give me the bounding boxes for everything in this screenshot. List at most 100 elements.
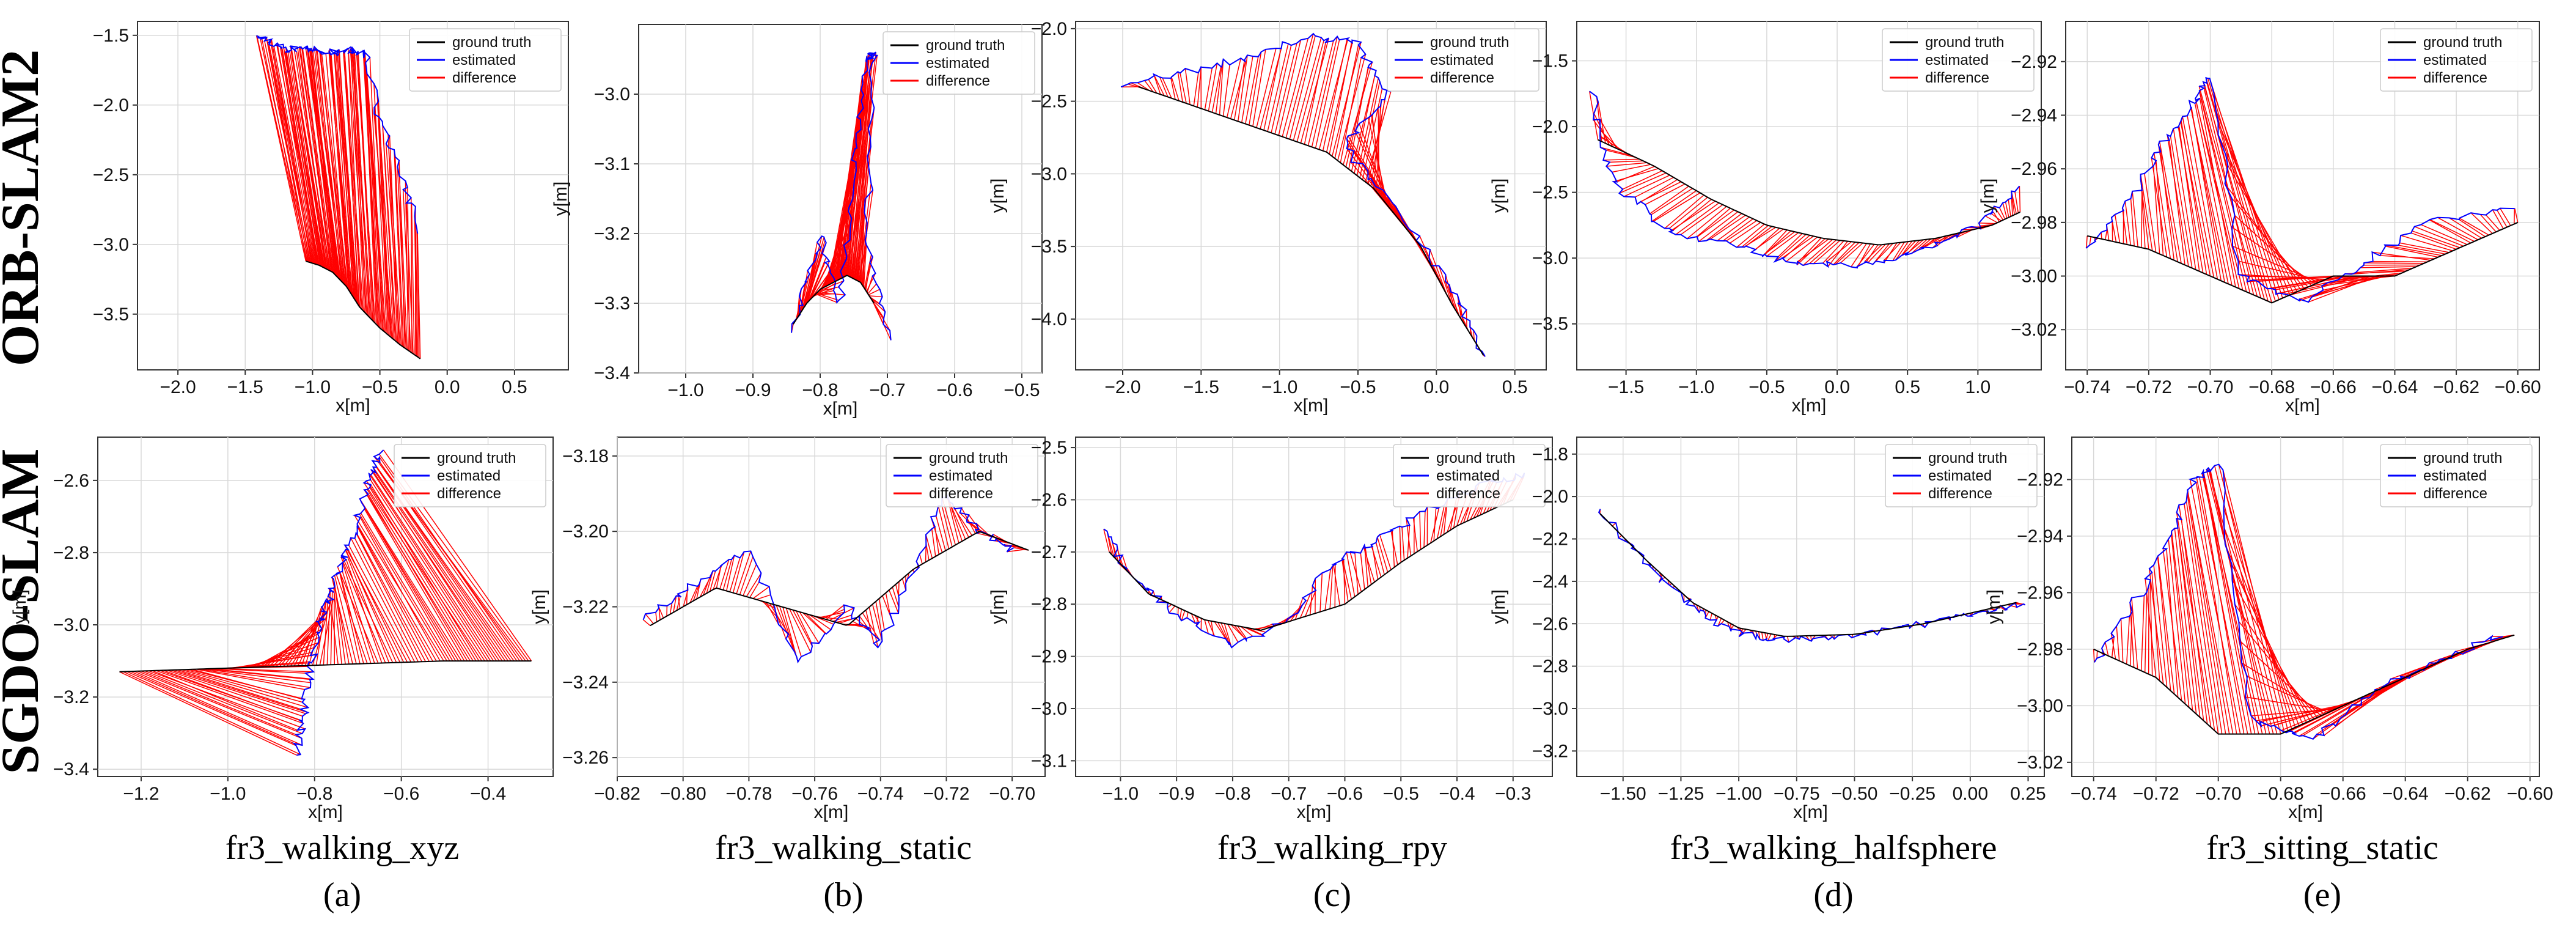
difference-segment xyxy=(337,566,379,663)
difference-segment xyxy=(2151,158,2168,257)
y-tick-label: −3.00 xyxy=(2011,267,2057,287)
difference-segment xyxy=(2171,534,2190,708)
panel-1: −2.0 −1.5 −1.0 −0.5 0.0 0.5 −1.5 −2.0 −2.5 −3.0 −3… xyxy=(93,21,569,416)
legend-box xyxy=(883,31,1035,95)
difference-segment xyxy=(805,240,826,304)
difference-segment xyxy=(776,605,795,652)
difference-segment xyxy=(340,556,386,663)
difference-segment xyxy=(321,54,348,289)
difference-segment xyxy=(852,82,872,279)
difference-segment xyxy=(1994,206,2004,221)
difference-segment xyxy=(866,273,876,292)
difference-segment xyxy=(935,515,946,551)
x-tick-label: 0.5 xyxy=(1502,377,1528,397)
difference-segment xyxy=(1204,619,1209,634)
difference-segment xyxy=(1766,232,1799,257)
legend-label: ground truth xyxy=(452,34,531,51)
difference-segment xyxy=(2144,592,2148,673)
difference-segment xyxy=(343,51,364,311)
difference-segment xyxy=(398,176,408,350)
difference-segment xyxy=(264,40,311,263)
difference-segment xyxy=(339,572,361,664)
difference-segment xyxy=(1763,229,1788,256)
difference-segment xyxy=(689,586,698,603)
difference-segment xyxy=(2253,275,2337,281)
difference-segment xyxy=(1186,612,1189,618)
difference-segment xyxy=(1786,636,1789,643)
difference-segment xyxy=(2411,232,2457,250)
difference-segment xyxy=(2385,245,2438,258)
difference-segment xyxy=(359,498,462,662)
difference-segment xyxy=(2171,531,2193,711)
difference-segment xyxy=(1220,622,1230,642)
difference-segment xyxy=(1777,233,1803,257)
difference-segment xyxy=(2184,504,2219,734)
difference-segment xyxy=(1226,58,1242,118)
panel-2: −1.0 −0.9 −0.8 −0.7 −0.6 −0.5 −3.0 −3.1 −3.2 −3.3… xyxy=(551,24,1043,419)
difference-segment xyxy=(397,166,407,349)
difference-segment xyxy=(837,76,863,281)
difference-segment xyxy=(885,592,890,614)
x-tick-label: −0.5 xyxy=(1383,784,1419,804)
legend-label: estimated xyxy=(437,468,501,484)
difference-segment xyxy=(2151,572,2160,681)
difference-segment xyxy=(331,577,353,665)
difference-segment xyxy=(805,613,827,635)
difference-segment xyxy=(1901,240,1913,256)
difference-segment xyxy=(1717,216,1750,241)
difference-segment xyxy=(1181,610,1186,621)
difference-segment xyxy=(1895,241,1909,260)
difference-segment xyxy=(123,671,301,755)
difference-segment xyxy=(817,286,839,293)
panel-6: −1.2 −1.0 −0.8 −0.6 −0.4 −2.6 −2.8 −3.0 −3.2 −3.4… xyxy=(10,437,554,822)
difference-segment xyxy=(328,588,339,665)
x-tick-label: −1.25 xyxy=(1657,784,1704,804)
y-tick-label: −3.18 xyxy=(562,446,609,466)
difference-segment xyxy=(1473,330,1475,341)
difference-segment xyxy=(1299,593,1312,619)
difference-segment xyxy=(673,595,677,613)
difference-segment xyxy=(1169,605,1176,614)
difference-segment xyxy=(1349,551,1362,592)
caption-name-d: fr3_walking_halfsphere xyxy=(1670,829,1997,867)
y-tick-label: −3.2 xyxy=(594,224,630,244)
legend-box xyxy=(394,444,546,507)
difference-segment xyxy=(1902,240,1917,256)
difference-segment xyxy=(290,46,329,271)
difference-segment xyxy=(2414,226,2464,247)
difference-segment xyxy=(2470,212,2493,234)
difference-segment xyxy=(2360,266,2417,268)
estimated-trajectory xyxy=(1120,32,1486,357)
difference-segment xyxy=(2157,556,2171,691)
legend-label: difference xyxy=(926,73,990,89)
difference-segment xyxy=(1378,108,1380,196)
x-tick-label: −1.2 xyxy=(123,784,159,804)
difference-segment xyxy=(1348,67,1369,169)
difference-segment xyxy=(2214,465,2281,734)
x-tick-label: −2.0 xyxy=(160,377,196,397)
difference-segment xyxy=(1219,59,1224,116)
difference-segment xyxy=(141,670,296,735)
y-tick-label: −3.02 xyxy=(2011,320,2057,340)
difference-segment xyxy=(676,596,681,611)
difference-segment xyxy=(889,589,899,614)
ground-truth-trajectory xyxy=(1109,499,1514,631)
difference-segment xyxy=(1729,222,1761,244)
difference-segment xyxy=(756,594,771,600)
difference-segment xyxy=(1194,614,1200,623)
difference-segment xyxy=(351,53,371,319)
x-tick-label: −0.64 xyxy=(2372,377,2418,397)
difference-segment xyxy=(329,49,353,297)
difference-segment xyxy=(2185,501,2223,734)
y-tick-label: −3.02 xyxy=(2017,753,2063,773)
y-tick-label: −2.4 xyxy=(1532,572,1568,592)
difference-segment xyxy=(804,236,823,307)
difference-segment xyxy=(2162,548,2182,701)
difference-segment xyxy=(1307,40,1334,146)
difference-segment xyxy=(1984,215,1998,223)
difference-segment xyxy=(357,54,373,321)
x-tick-label: −0.8 xyxy=(1214,784,1250,804)
difference-segment xyxy=(816,292,839,301)
difference-segment xyxy=(2169,140,2185,265)
